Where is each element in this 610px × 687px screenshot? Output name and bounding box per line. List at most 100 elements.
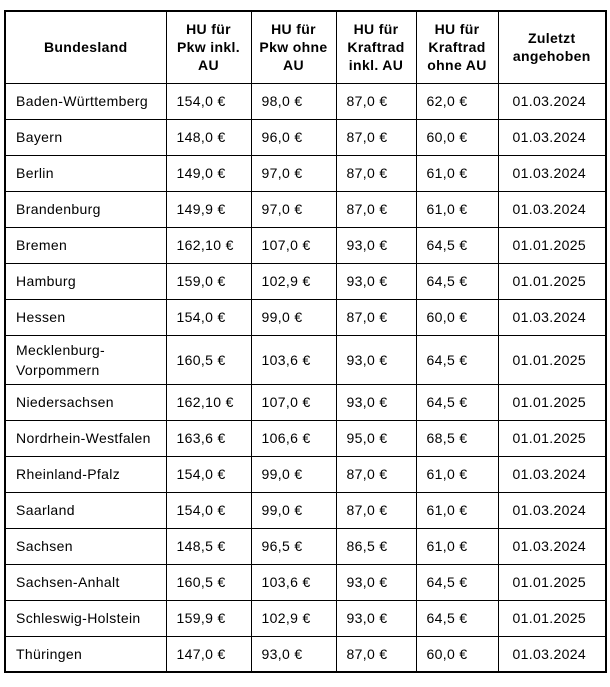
- cell-kraftrad-ohne-au: 68,5 €: [415, 419, 499, 457]
- cell-pkw-ohne-au: 103,6 €: [250, 563, 337, 601]
- cell-kraftrad-inkl-au: 87,0 €: [335, 635, 417, 673]
- cell-pkw-inkl-au: 162,10 €: [165, 226, 252, 264]
- cell-bundesland: Saarland: [4, 491, 167, 529]
- cell-kraftrad-ohne-au: 64,5 €: [415, 599, 499, 637]
- cell-kraftrad-ohne-au: 61,0 €: [415, 491, 499, 529]
- hu-price-table: Bundesland HU für Pkw inkl. AU HU für Pk…: [4, 10, 607, 673]
- cell-pkw-ohne-au: 97,0 €: [250, 190, 337, 228]
- cell-kraftrad-ohne-au: 61,0 €: [415, 190, 499, 228]
- cell-pkw-inkl-au: 163,6 €: [165, 419, 252, 457]
- cell-bundesland: Berlin: [4, 154, 167, 192]
- column-header-hu-kraftrad-inkl-au: HU für Kraftrad inkl. AU: [335, 10, 417, 84]
- cell-bundesland: Sachsen-Anhalt: [4, 563, 167, 601]
- cell-pkw-inkl-au: 148,5 €: [165, 527, 252, 565]
- cell-pkw-ohne-au: 107,0 €: [250, 226, 337, 264]
- cell-zuletzt-angehoben: 01.01.2025: [497, 599, 607, 637]
- cell-zuletzt-angehoben: 01.01.2025: [497, 563, 607, 601]
- cell-pkw-ohne-au: 97,0 €: [250, 154, 337, 192]
- cell-bundesland: Rheinland-Pfalz: [4, 455, 167, 493]
- cell-pkw-ohne-au: 106,6 €: [250, 419, 337, 457]
- cell-zuletzt-angehoben: 01.03.2024: [497, 154, 607, 192]
- cell-zuletzt-angehoben: 01.03.2024: [497, 491, 607, 529]
- table-row: Niedersachsen 162,10 € 107,0 € 93,0 € 64…: [4, 383, 607, 421]
- cell-zuletzt-angehoben: 01.03.2024: [497, 298, 607, 336]
- cell-zuletzt-angehoben: 01.01.2025: [497, 334, 607, 385]
- cell-zuletzt-angehoben: 01.03.2024: [497, 118, 607, 156]
- cell-bundesland: Bremen: [4, 226, 167, 264]
- cell-kraftrad-ohne-au: 60,0 €: [415, 118, 499, 156]
- table-row: Nordrhein-Westfalen 163,6 € 106,6 € 95,0…: [4, 419, 607, 457]
- table-row: Mecklenburg-Vorpommern 160,5 € 103,6 € 9…: [4, 334, 607, 385]
- cell-zuletzt-angehoben: 01.03.2024: [497, 635, 607, 673]
- cell-kraftrad-ohne-au: 61,0 €: [415, 527, 499, 565]
- cell-kraftrad-inkl-au: 87,0 €: [335, 298, 417, 336]
- table-row: Baden-Württemberg 154,0 € 98,0 € 87,0 € …: [4, 82, 607, 120]
- table-row: Berlin 149,0 € 97,0 € 87,0 € 61,0 € 01.0…: [4, 154, 607, 192]
- cell-pkw-ohne-au: 96,5 €: [250, 527, 337, 565]
- cell-zuletzt-angehoben: 01.03.2024: [497, 455, 607, 493]
- cell-pkw-ohne-au: 102,9 €: [250, 599, 337, 637]
- table-row: Rheinland-Pfalz 154,0 € 99,0 € 87,0 € 61…: [4, 455, 607, 493]
- cell-kraftrad-ohne-au: 64,5 €: [415, 262, 499, 300]
- cell-pkw-inkl-au: 154,0 €: [165, 82, 252, 120]
- cell-kraftrad-ohne-au: 62,0 €: [415, 82, 499, 120]
- cell-pkw-ohne-au: 96,0 €: [250, 118, 337, 156]
- cell-pkw-ohne-au: 107,0 €: [250, 383, 337, 421]
- cell-kraftrad-inkl-au: 93,0 €: [335, 262, 417, 300]
- cell-zuletzt-angehoben: 01.03.2024: [497, 190, 607, 228]
- cell-kraftrad-inkl-au: 95,0 €: [335, 419, 417, 457]
- cell-zuletzt-angehoben: 01.01.2025: [497, 226, 607, 264]
- cell-pkw-ohne-au: 103,6 €: [250, 334, 337, 385]
- cell-bundesland: Hessen: [4, 298, 167, 336]
- column-header-hu-kraftrad-ohne-au: HU für Kraftrad ohne AU: [415, 10, 499, 84]
- cell-bundesland: Mecklenburg-Vorpommern: [4, 334, 167, 385]
- cell-kraftrad-inkl-au: 87,0 €: [335, 455, 417, 493]
- cell-pkw-ohne-au: 99,0 €: [250, 298, 337, 336]
- table-row: Schleswig-Holstein 159,9 € 102,9 € 93,0 …: [4, 599, 607, 637]
- cell-kraftrad-ohne-au: 61,0 €: [415, 154, 499, 192]
- cell-bundesland: Sachsen: [4, 527, 167, 565]
- cell-kraftrad-inkl-au: 87,0 €: [335, 154, 417, 192]
- table-row: Saarland 154,0 € 99,0 € 87,0 € 61,0 € 01…: [4, 491, 607, 529]
- cell-zuletzt-angehoben: 01.03.2024: [497, 527, 607, 565]
- cell-kraftrad-inkl-au: 87,0 €: [335, 190, 417, 228]
- cell-kraftrad-ohne-au: 60,0 €: [415, 635, 499, 673]
- cell-kraftrad-ohne-au: 64,5 €: [415, 226, 499, 264]
- cell-kraftrad-inkl-au: 93,0 €: [335, 383, 417, 421]
- column-header-hu-pkw-ohne-au: HU für Pkw ohne AU: [250, 10, 337, 84]
- cell-zuletzt-angehoben: 01.01.2025: [497, 262, 607, 300]
- table-row: Thüringen 147,0 € 93,0 € 87,0 € 60,0 € 0…: [4, 635, 607, 673]
- cell-kraftrad-inkl-au: 87,0 €: [335, 118, 417, 156]
- table-row: Bremen 162,10 € 107,0 € 93,0 € 64,5 € 01…: [4, 226, 607, 264]
- table-row: Bayern 148,0 € 96,0 € 87,0 € 60,0 € 01.0…: [4, 118, 607, 156]
- cell-pkw-inkl-au: 149,9 €: [165, 190, 252, 228]
- cell-bundesland: Niedersachsen: [4, 383, 167, 421]
- header-row: Bundesland HU für Pkw inkl. AU HU für Pk…: [4, 10, 607, 84]
- cell-kraftrad-ohne-au: 64,5 €: [415, 334, 499, 385]
- cell-pkw-inkl-au: 159,0 €: [165, 262, 252, 300]
- cell-kraftrad-ohne-au: 61,0 €: [415, 455, 499, 493]
- cell-pkw-inkl-au: 154,0 €: [165, 455, 252, 493]
- cell-pkw-inkl-au: 147,0 €: [165, 635, 252, 673]
- cell-zuletzt-angehoben: 01.01.2025: [497, 383, 607, 421]
- cell-pkw-ohne-au: 98,0 €: [250, 82, 337, 120]
- cell-kraftrad-inkl-au: 87,0 €: [335, 82, 417, 120]
- cell-bundesland: Thüringen: [4, 635, 167, 673]
- column-header-hu-pkw-inkl-au: HU für Pkw inkl. AU: [165, 10, 252, 84]
- cell-pkw-inkl-au: 149,0 €: [165, 154, 252, 192]
- table-row: Sachsen-Anhalt 160,5 € 103,6 € 93,0 € 64…: [4, 563, 607, 601]
- cell-kraftrad-inkl-au: 93,0 €: [335, 599, 417, 637]
- cell-pkw-inkl-au: 159,9 €: [165, 599, 252, 637]
- cell-pkw-ohne-au: 102,9 €: [250, 262, 337, 300]
- table-row: Brandenburg 149,9 € 97,0 € 87,0 € 61,0 €…: [4, 190, 607, 228]
- cell-bundesland: Nordrhein-Westfalen: [4, 419, 167, 457]
- cell-bundesland: Hamburg: [4, 262, 167, 300]
- cell-kraftrad-inkl-au: 86,5 €: [335, 527, 417, 565]
- cell-pkw-inkl-au: 160,5 €: [165, 334, 252, 385]
- cell-pkw-inkl-au: 148,0 €: [165, 118, 252, 156]
- cell-pkw-ohne-au: 99,0 €: [250, 455, 337, 493]
- cell-bundesland: Brandenburg: [4, 190, 167, 228]
- cell-pkw-inkl-au: 154,0 €: [165, 298, 252, 336]
- cell-bundesland: Baden-Württemberg: [4, 82, 167, 120]
